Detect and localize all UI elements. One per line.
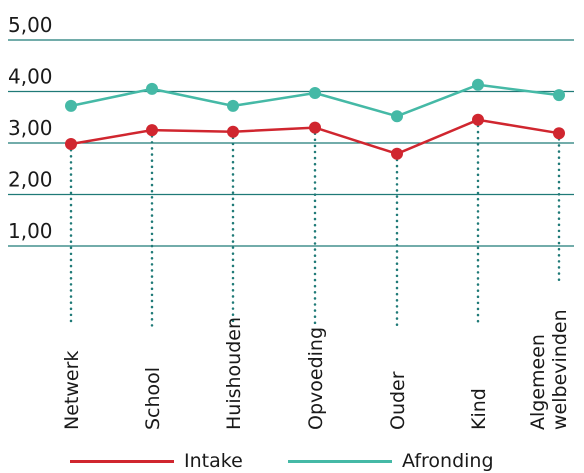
x-tick-label: Algemeen [527, 334, 549, 430]
point-afronding-5 [472, 78, 484, 91]
point-intake-5 [472, 113, 484, 126]
x-tick-label: welbevinden [549, 309, 571, 430]
legend-swatch-afronding [288, 459, 392, 463]
point-intake-2 [227, 125, 239, 138]
x-tick-label: Netwerk [61, 351, 83, 430]
point-intake-4 [391, 147, 403, 160]
y-tick-label: 2,00 [8, 168, 53, 192]
series-points [65, 78, 565, 160]
point-intake-6 [553, 127, 565, 140]
point-afronding-3 [309, 87, 321, 99]
x-tick-label: Ouder [387, 371, 409, 430]
y-axis-ticks: 5,00 4,00 3,00 2,00 1,00 [8, 13, 53, 243]
point-afronding-4 [391, 110, 403, 123]
category-guides [69, 118, 561, 328]
legend-item-intake: Intake [70, 449, 243, 473]
legend-label-afronding: Afronding [402, 450, 494, 472]
point-afronding-1 [146, 82, 158, 95]
point-intake-3 [309, 121, 321, 134]
y-tick-label: 4,00 [8, 65, 53, 89]
point-afronding-6 [553, 89, 565, 102]
legend-swatch-intake [70, 459, 174, 463]
x-tick-label: Kind [468, 388, 490, 430]
x-axis-ticks: Netwerk School Huishouden Opvoeding Ouder Kin… [61, 309, 571, 430]
point-intake-1 [146, 124, 158, 137]
point-afronding-2 [227, 99, 239, 112]
grid-lines [8, 39, 574, 247]
y-tick-label: 3,00 [8, 116, 53, 140]
x-tick-label: Opvoeding [305, 327, 327, 430]
y-tick-label: 1,00 [8, 219, 53, 243]
point-intake-0 [65, 138, 77, 150]
x-tick-label: Huishouden [223, 317, 245, 430]
y-tick-label: 5,00 [8, 13, 53, 37]
legend-item-afronding: Afronding [288, 449, 494, 473]
x-tick-label: School [142, 367, 164, 430]
point-afronding-0 [65, 99, 77, 112]
legend-label-intake: Intake [184, 450, 243, 472]
